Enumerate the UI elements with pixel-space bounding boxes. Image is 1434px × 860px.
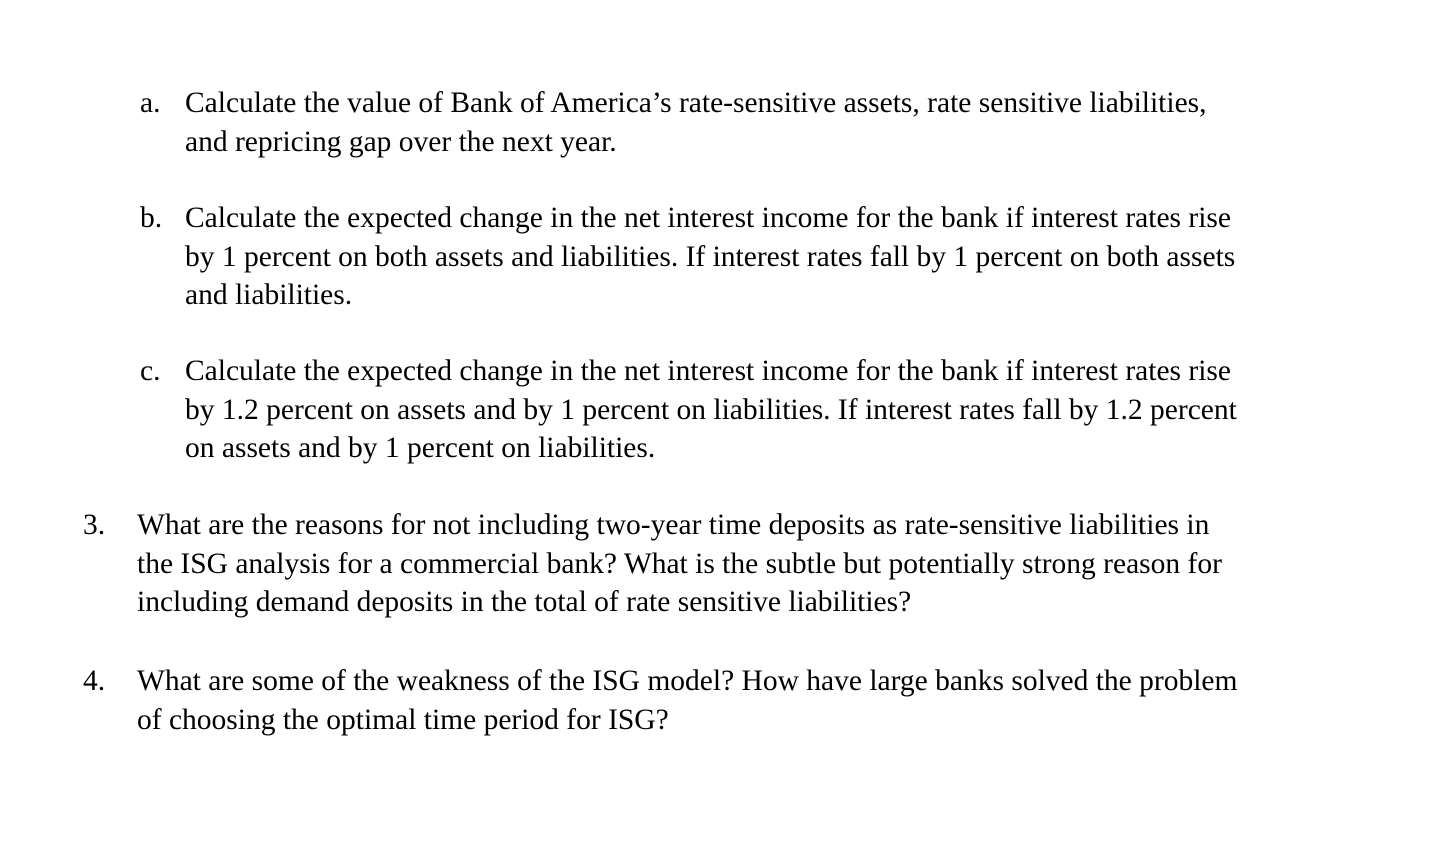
text-line: including demand deposits in the total o…	[137, 586, 912, 619]
text-line: on assets and by 1 percent on liabilitie…	[185, 432, 656, 465]
question-3: 3. What are the reasons for not includin…	[83, 506, 1222, 622]
text-line: by 1.2 percent on assets and by 1 percen…	[185, 393, 1237, 426]
question-2c: c. Calculate the expected change in the …	[140, 352, 1237, 468]
text-line: What are the reasons for not including t…	[137, 509, 1210, 541]
item-label: a.	[140, 87, 161, 119]
item-label: 3.	[83, 509, 106, 541]
text-line: Calculate the expected change in the net…	[185, 202, 1231, 234]
item-label: 4.	[83, 665, 106, 697]
question-2b: b. Calculate the expected change in the …	[140, 199, 1236, 315]
text-line: What are some of the weakness of the ISG…	[137, 665, 1238, 697]
question-2a: a. Calculate the value of Bank of Americ…	[140, 84, 1207, 161]
text-line: the ISG analysis for a commercial bank? …	[137, 547, 1222, 580]
text-line: Calculate the value of Bank of America’s…	[185, 87, 1207, 119]
item-label: c.	[140, 355, 161, 387]
text-line: and repricing gap over the next year.	[185, 125, 617, 158]
text-line: by 1 percent on both assets and liabilit…	[185, 240, 1236, 273]
text-line: Calculate the expected change in the net…	[185, 355, 1231, 387]
item-label: b.	[140, 202, 163, 234]
question-4: 4. What are some of the weakness of the …	[83, 662, 1238, 739]
text-line: of choosing the optimal time period for …	[137, 703, 669, 736]
text-line: and liabilities.	[185, 279, 353, 312]
